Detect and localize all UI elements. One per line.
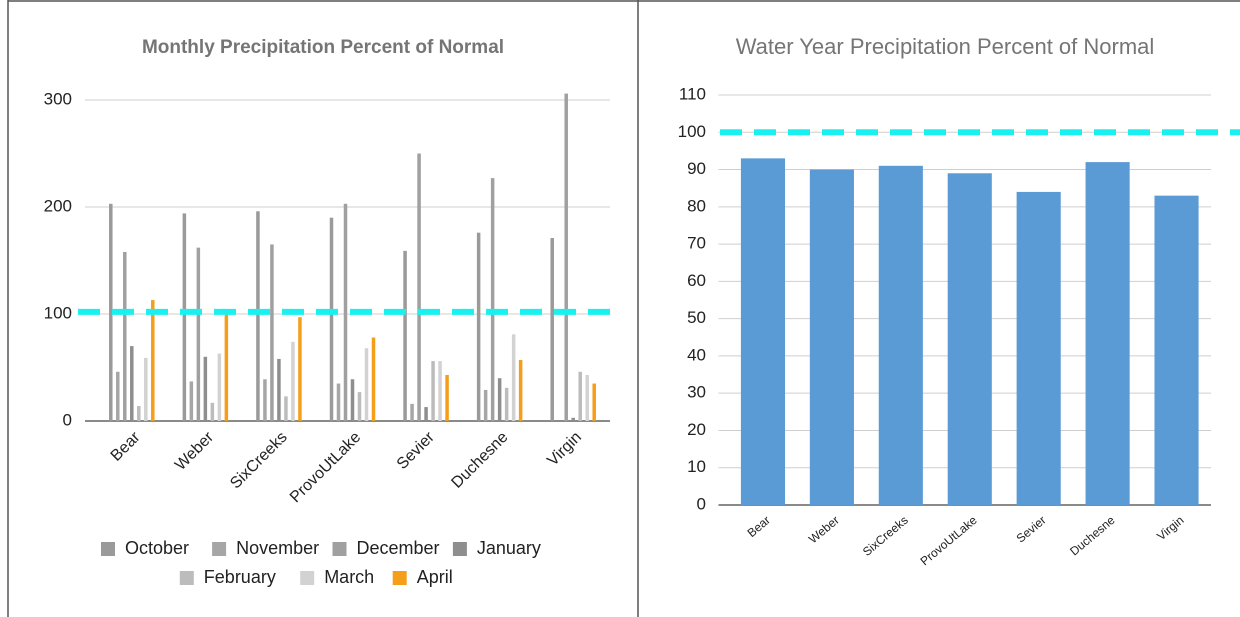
bar [497, 378, 502, 421]
legend-swatch [101, 542, 115, 556]
legend-label: December [357, 538, 440, 558]
bar [878, 165, 923, 505]
bar [364, 348, 369, 421]
legend-label: January [477, 538, 541, 558]
y-tick-label: 90 [687, 159, 706, 178]
legend-label: April [417, 567, 453, 587]
legend-swatch [332, 542, 347, 556]
bar [483, 389, 488, 421]
bar [490, 178, 495, 421]
bar [1154, 195, 1199, 506]
bar [410, 403, 414, 421]
bar [224, 314, 229, 421]
legend-swatch [212, 542, 227, 556]
bar [550, 238, 554, 421]
bar [511, 334, 516, 421]
bar [298, 317, 302, 421]
bar [196, 247, 201, 421]
bar [270, 244, 274, 421]
y-tick-label: 0 [63, 410, 72, 429]
bar [504, 387, 509, 421]
bar [585, 374, 589, 421]
bar [284, 396, 288, 421]
bar [116, 371, 120, 421]
bar [424, 407, 428, 421]
bar [182, 213, 187, 421]
bar [137, 406, 141, 421]
y-tick-label: 60 [687, 271, 706, 290]
bar [476, 232, 481, 421]
bar [1016, 191, 1061, 505]
legend-label: October [125, 538, 189, 558]
bar [564, 93, 568, 421]
legend-label: February [204, 567, 276, 587]
chart-title: Monthly Precipitation Percent of Normal [142, 37, 504, 58]
y-tick-label: 200 [44, 196, 72, 215]
y-tick-label: 70 [687, 234, 706, 253]
bar [438, 361, 442, 421]
legend-label: March [324, 567, 374, 587]
bar [592, 383, 596, 421]
bar [809, 169, 854, 505]
bar [518, 360, 523, 421]
y-tick-label: 0 [697, 494, 706, 513]
bar [210, 402, 215, 421]
y-tick-label: 300 [44, 89, 72, 108]
bar [343, 203, 348, 421]
legend-swatch [452, 542, 467, 556]
legend-swatch [300, 571, 315, 585]
bar [336, 383, 341, 421]
bar [203, 356, 208, 421]
legend-swatch [392, 571, 407, 585]
legend-label: November [236, 538, 319, 558]
y-tick-label: 100 [678, 122, 706, 141]
bar [144, 357, 148, 421]
bar [357, 392, 362, 421]
y-tick-label: 10 [687, 457, 706, 476]
bar [1085, 162, 1130, 505]
bar [571, 417, 575, 421]
bar [189, 381, 194, 421]
bar [130, 346, 134, 421]
y-tick-label: 30 [687, 383, 706, 402]
bar [263, 379, 267, 421]
chart-title: Water Year Precipitation Percent of Norm… [736, 34, 1155, 59]
y-tick-label: 20 [687, 420, 706, 439]
bar [123, 251, 127, 421]
y-tick-label: 50 [687, 308, 706, 327]
bar [329, 217, 334, 421]
bar [578, 371, 582, 421]
y-tick-label: 110 [679, 84, 706, 103]
legend-swatch [179, 571, 194, 585]
bar [403, 250, 407, 421]
y-tick-label: 100 [44, 303, 72, 322]
bar [109, 203, 113, 421]
bar [371, 337, 376, 421]
bar [417, 153, 421, 421]
bar [947, 173, 992, 506]
bar [740, 158, 786, 505]
y-tick-label: 40 [687, 345, 706, 364]
bar [256, 211, 260, 421]
y-tick-label: 80 [687, 196, 706, 215]
bar [277, 358, 281, 421]
bar [217, 353, 222, 421]
bar [431, 361, 435, 421]
bar [291, 341, 295, 421]
bar [445, 374, 449, 421]
bar [350, 379, 355, 421]
bar [151, 300, 155, 421]
